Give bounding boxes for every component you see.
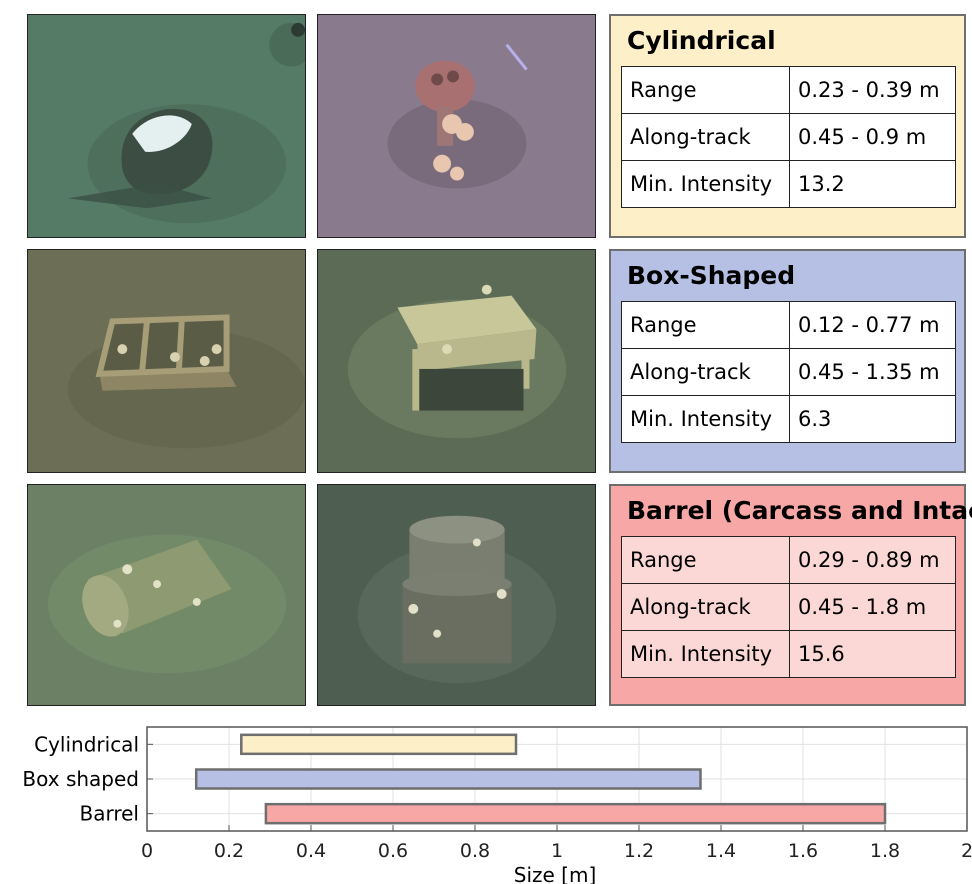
x-tick-label: 1.6 (788, 840, 818, 862)
properties-table: Range 0.12 - 0.77 m Along-track 0.45 - 1… (621, 301, 956, 443)
table-row: Range 0.29 - 0.89 m (621, 536, 956, 584)
row-value: 0.45 - 1.35 m (789, 348, 956, 396)
row-label: Range (621, 301, 790, 349)
x-tick-label: 1.8 (870, 840, 900, 862)
size-range-chart: 0 0.2 0.4 0.6 0.8 1 1.2 1.4 1.6 1.8 2 Cylindrical Bo… (22, 726, 972, 884)
photo-barrel-1 (27, 484, 306, 706)
panel-title: Barrel (Carcass and Intact) (627, 496, 972, 525)
table-row: Along-track 0.45 - 1.8 m (621, 583, 956, 631)
row-value: 0.12 - 0.77 m (789, 301, 956, 349)
x-tick-label: 0.6 (378, 840, 408, 862)
x-tick-label: 2 (961, 840, 972, 862)
panel-title: Box-Shaped (627, 261, 796, 290)
panel-box-shaped: Box-Shaped Range 0.12 - 0.77 m Along-tra… (609, 249, 966, 473)
row-label: Along-track (621, 583, 790, 631)
table-row: Range 0.12 - 0.77 m (621, 301, 956, 349)
row-value: 6.3 (789, 395, 956, 443)
table-row: Along-track 0.45 - 0.9 m (621, 113, 956, 161)
row-label: Min. Intensity (621, 160, 790, 208)
category-label: Barrel (80, 802, 140, 826)
category-label: Cylindrical (34, 732, 139, 756)
category-label: Box shaped (22, 767, 139, 791)
photo-cylindrical-2 (317, 14, 596, 238)
row-label: Min. Intensity (621, 630, 790, 678)
row-label: Along-track (621, 113, 790, 161)
panel-title: Cylindrical (627, 26, 776, 55)
row-label: Range (621, 66, 790, 114)
row-label: Along-track (621, 348, 790, 396)
x-tick-label: 0 (141, 840, 153, 862)
photo-cylindrical-1 (27, 14, 306, 238)
range-bar (194, 768, 702, 790)
row-value: 15.6 (789, 630, 956, 678)
row-value: 13.2 (789, 160, 956, 208)
x-tick-label: 0.2 (214, 840, 244, 862)
table-row: Min. Intensity 13.2 (621, 160, 956, 208)
properties-table: Range 0.29 - 0.89 m Along-track 0.45 - 1… (621, 536, 956, 678)
range-bar (240, 733, 518, 756)
photo-box-2 (317, 249, 596, 473)
row-label: Min. Intensity (621, 395, 790, 443)
table-row: Min. Intensity 15.6 (621, 630, 956, 678)
x-tick-label: 1 (551, 840, 563, 862)
table-row: Range 0.23 - 0.39 m (621, 66, 956, 114)
table-row: Along-track 0.45 - 1.35 m (621, 348, 956, 396)
row-label: Range (621, 536, 790, 584)
table-row: Min. Intensity 6.3 (621, 395, 956, 443)
photo-barrel-2 (317, 484, 596, 706)
panel-cylindrical: Cylindrical Range 0.23 - 0.39 m Along-tr… (609, 14, 966, 238)
row-value: 0.45 - 1.8 m (789, 583, 956, 631)
row-value: 0.23 - 0.39 m (789, 66, 956, 114)
range-bar (264, 802, 887, 825)
row-value: 0.29 - 0.89 m (789, 536, 956, 584)
x-tick-label: 0.4 (296, 840, 326, 862)
row-value: 0.45 - 0.9 m (789, 113, 956, 161)
x-tick-label: 1.4 (706, 840, 736, 862)
x-axis-label: Size [m] (514, 863, 597, 884)
panel-barrel: Barrel (Carcass and Intact) Range 0.29 -… (609, 484, 972, 706)
properties-table: Range 0.23 - 0.39 m Along-track 0.45 - 0… (621, 66, 956, 208)
photo-box-1 (27, 249, 306, 473)
x-tick-label: 0.8 (460, 840, 490, 862)
x-tick-label: 1.2 (624, 840, 654, 862)
